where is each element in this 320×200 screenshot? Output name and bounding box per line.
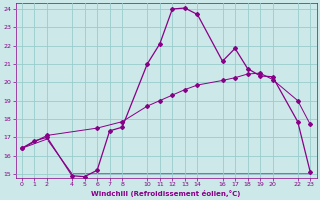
X-axis label: Windchill (Refroidissement éolien,°C): Windchill (Refroidissement éolien,°C)	[92, 190, 241, 197]
